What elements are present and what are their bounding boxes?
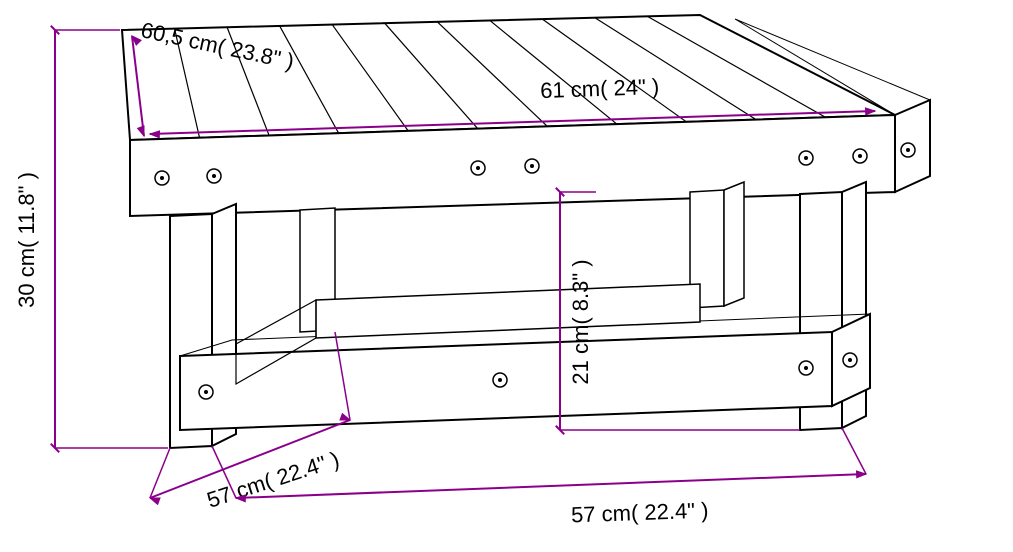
dim-base-depth: 57 cm( 22.4" ) <box>204 447 342 513</box>
dim-base-width: 57 cm( 22.4" ) <box>571 498 709 528</box>
dim-width-top: 61 cm( 24" ) <box>540 74 660 103</box>
dim-inner-height: 21 cm( 8.3" ) <box>568 259 593 384</box>
dim-height-left: 30 cm( 11.8" ) <box>14 172 39 308</box>
